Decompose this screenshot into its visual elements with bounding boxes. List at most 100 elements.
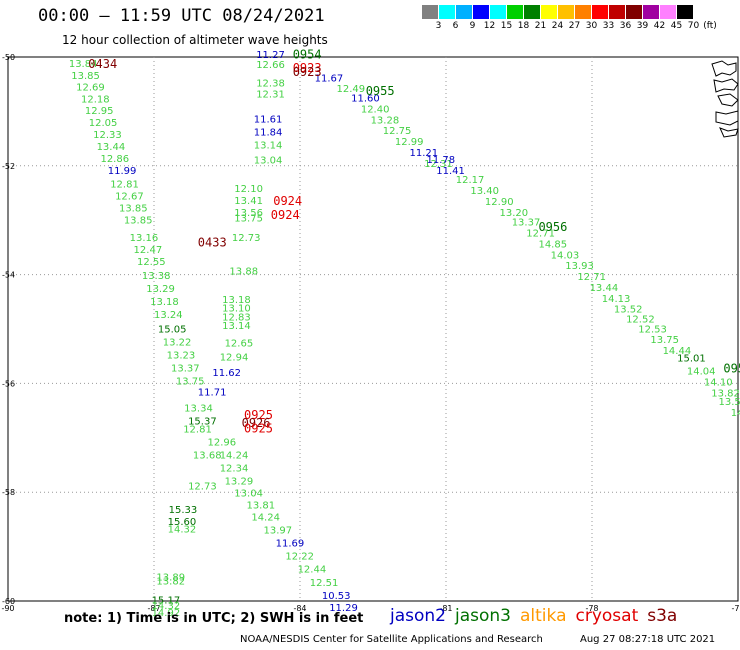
wave-height-label: 12.17 xyxy=(456,175,485,186)
colorbar-swatch xyxy=(490,5,507,19)
wave-height-label: 13.37 xyxy=(171,363,200,374)
wave-height-label: 11.67 xyxy=(315,73,344,84)
wave-height-label: 13.37 xyxy=(512,218,541,229)
colorbar-swatch xyxy=(643,5,660,19)
colorbar-swatch xyxy=(473,5,490,19)
wave-height-label: 13.81 xyxy=(246,501,275,512)
colorbar-tick-label: 21 xyxy=(534,21,547,31)
wave-height-label: 13.14 xyxy=(222,321,251,332)
longitude-tick-label: -84 xyxy=(293,604,306,613)
wave-height-label: 12.05 xyxy=(89,118,118,129)
wave-height-label: 12.96 xyxy=(208,437,237,448)
wave-height-label: 15.17 xyxy=(152,596,181,607)
colorbar-swatch xyxy=(592,5,609,19)
wave-height-label: 14.32 xyxy=(168,524,197,535)
wave-height-label: 12.73 xyxy=(232,233,261,244)
wave-height-label: 14.85 xyxy=(538,239,567,250)
wave-height-label: 15.37 xyxy=(188,417,217,428)
satellite-legend: jason2 jason3 altika cryosat s3a xyxy=(390,606,686,626)
wave-height-label: 11.84 xyxy=(254,127,283,138)
wave-height-label: 14.04 xyxy=(687,367,716,378)
wave-height-label: 13.28 xyxy=(371,115,400,126)
latitude-tick-label: -50 xyxy=(2,53,15,62)
wave-height-label: 14.03 xyxy=(551,250,580,261)
wave-height-label: 13.85 xyxy=(71,71,100,82)
pass-time-label: 0923 xyxy=(293,65,322,79)
colorbar-tick-label: 39 xyxy=(636,21,649,31)
wave-height-label: 13.84 xyxy=(69,59,98,70)
colorbar-tick-label: 24 xyxy=(551,21,564,31)
latitude-tick-label: -60 xyxy=(2,597,15,606)
colorbar-tick-label: 6 xyxy=(452,21,459,31)
wave-height-label: 11.21 xyxy=(410,148,439,159)
wave-height-label: 14.32 xyxy=(152,601,181,612)
coastline-outline xyxy=(713,78,739,93)
wave-height-label: 13.23 xyxy=(167,350,196,361)
latitude-tick-label: -54 xyxy=(2,271,15,280)
coastline-outline xyxy=(715,110,739,126)
wave-height-label: 13.16 xyxy=(130,233,159,244)
colorbar-tick-label: 18 xyxy=(517,21,530,31)
wave-height-label: 13.89 xyxy=(156,572,185,583)
pass-time-label: 0434 xyxy=(88,57,117,71)
wave-height-label: 12.51 xyxy=(310,578,339,589)
pass-time-label: 0923 xyxy=(293,61,322,75)
colorbar-tick-label: 15 xyxy=(500,21,513,31)
wave-height-label: 15.33 xyxy=(169,505,198,516)
wave-height-label: 13.18 xyxy=(222,295,251,306)
wave-height-label: 12.47 xyxy=(134,245,163,256)
wave-height-label: 12.75 xyxy=(383,126,412,137)
longitude-tick-label: -87 xyxy=(147,604,160,613)
latitude-tick-label: -52 xyxy=(2,162,15,171)
colorbar-swatch xyxy=(677,5,694,19)
wave-height-label: 15.01 xyxy=(677,354,706,365)
coastline-outline xyxy=(719,127,739,138)
wave-height-label: 13.82 xyxy=(156,577,185,588)
colorbar-swatch xyxy=(609,5,626,19)
note-text: note: 1) Time is in UTC; 2) SWH is in fe… xyxy=(64,611,364,626)
wave-height-label: 11.60 xyxy=(351,94,380,105)
wave-height-label: 12.99 xyxy=(395,137,424,148)
wave-height-label: 13.75 xyxy=(650,335,679,346)
colorbar-tick-label: 12 xyxy=(483,21,496,31)
wave-height-label: 12.55 xyxy=(137,257,166,268)
wave-height-label: 12.49 xyxy=(337,84,366,95)
wave-height-label: 12.65 xyxy=(225,338,254,349)
pass-time-label: 0955 xyxy=(366,84,395,98)
latitude-tick-label: -56 xyxy=(2,379,15,388)
wave-height-label: 13.97 xyxy=(264,526,293,537)
wave-height-label: 13.04 xyxy=(254,156,283,167)
colorbar-tick-label: 9 xyxy=(469,21,476,31)
pass-time-label: 0925 xyxy=(244,408,273,422)
wave-height-label: 13.22 xyxy=(163,337,192,348)
map-subtitle: 12 hour collection of altimeter wave hei… xyxy=(62,33,328,47)
pass-time-label: 0433 xyxy=(198,235,227,249)
wave-height-label: 13.29 xyxy=(225,477,254,488)
colorbar-labels: 3 6 9 12 15 18 21 24 27 30 33 36 39 42 45 70 (ft) xyxy=(422,21,740,33)
wave-height-label: 12.10 xyxy=(234,184,263,195)
wave-height-label: 13.44 xyxy=(97,142,126,153)
latitude-tick-label: -58 xyxy=(2,488,15,497)
wave-height-label: 13.10 xyxy=(222,304,251,315)
colorbar-swatch xyxy=(507,5,524,19)
wave-height-label: 15.60 xyxy=(168,517,197,528)
wave-height-label: 14.24 xyxy=(251,512,280,523)
colorbar-swatch xyxy=(541,5,558,19)
longitude-tick-label: -81 xyxy=(439,604,452,613)
wave-height-label: 12.31 xyxy=(424,159,453,170)
wave-height-label: 11.62 xyxy=(212,368,241,379)
wave-height-label: 13.52 xyxy=(614,305,643,316)
wave-height-label: 10.53 xyxy=(322,591,351,602)
wave-height-label: 13.18 xyxy=(150,297,179,308)
wave-height-label: 13.40 xyxy=(470,186,499,197)
coastline-outline xyxy=(717,93,739,107)
wave-height-label: 12.69 xyxy=(76,83,105,94)
legend-item-altika: altika xyxy=(520,606,567,626)
legend-item-jason2: jason2 xyxy=(390,606,446,626)
colorbar-swatch xyxy=(524,5,541,19)
longitude-tick-label: -90 xyxy=(1,604,14,613)
wave-height-label: 12.33 xyxy=(93,130,122,141)
wave-height-label: 14.44 xyxy=(663,346,692,357)
legend-item-jason3: jason3 xyxy=(455,606,511,626)
wave-height-label: 13.56 xyxy=(234,208,263,219)
